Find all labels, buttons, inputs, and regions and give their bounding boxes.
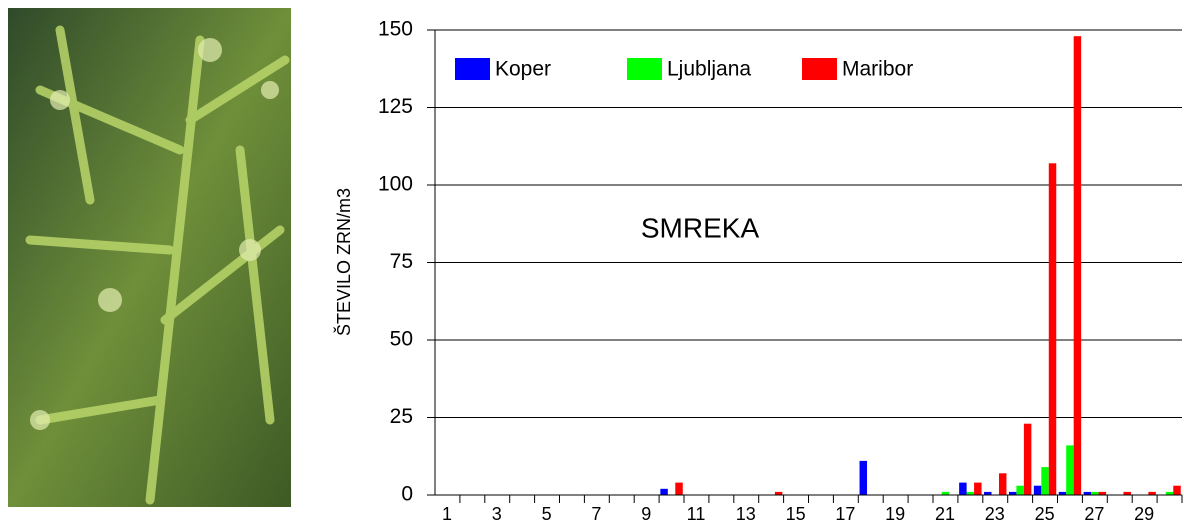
bar: [1041, 467, 1049, 495]
bar: [1123, 491, 1131, 495]
bar: [998, 473, 1007, 495]
bar: [1066, 445, 1074, 495]
bar: [959, 482, 967, 495]
bar: [1098, 491, 1107, 495]
x-tick-label: 21: [935, 504, 955, 524]
bar: [1165, 491, 1174, 495]
bar: [1033, 485, 1042, 495]
y-tick-label: 100: [378, 173, 413, 196]
bar: [1173, 485, 1181, 495]
x-tick-label: 1: [442, 504, 452, 524]
bar: [774, 491, 783, 495]
bar: [1048, 163, 1057, 496]
legend-swatch: [627, 58, 662, 80]
y-tick-label: 25: [390, 405, 413, 428]
x-tick-label: 27: [1084, 504, 1104, 524]
x-tick-label: 15: [786, 504, 806, 524]
x-tick-label: 23: [985, 504, 1005, 524]
x-tick-label: 19: [885, 504, 905, 524]
bar: [859, 460, 868, 495]
bar: [1083, 491, 1092, 495]
bar: [1091, 491, 1099, 495]
legend-swatch: [802, 58, 837, 80]
bar: [1023, 423, 1032, 495]
legend-swatch: [455, 58, 490, 80]
y-axis-label: ŠTEVILO ZRN/m3: [333, 188, 354, 336]
bar: [660, 488, 668, 495]
chart-title: SMREKA: [641, 212, 760, 243]
bar: [1073, 36, 1082, 495]
photo: [8, 8, 291, 507]
x-tick-label: 3: [492, 504, 502, 524]
bar: [1058, 491, 1067, 495]
legend-label: Ljubljana: [667, 58, 751, 81]
legend-label: Maribor: [842, 58, 913, 81]
y-tick-label: 0: [401, 483, 413, 506]
x-tick-label: 13: [736, 504, 756, 524]
y-tick-label: 150: [378, 18, 413, 41]
x-tick-label: 5: [542, 504, 552, 524]
x-tick-label: 7: [591, 504, 601, 524]
x-tick-label: 17: [835, 504, 855, 524]
bar: [1016, 485, 1024, 495]
bar: [675, 482, 683, 495]
bar: [1008, 491, 1017, 495]
x-tick-label: 11: [687, 504, 706, 524]
bar: [974, 482, 982, 495]
bar: [1148, 491, 1156, 495]
y-tick-label: 50: [390, 328, 413, 351]
y-tick-label: 125: [378, 95, 413, 118]
x-tick-label: 29: [1134, 504, 1154, 524]
bar: [941, 491, 950, 495]
y-tick-label: 75: [390, 250, 413, 273]
legend-label: Koper: [495, 58, 551, 81]
x-tick-label: 9: [641, 504, 651, 524]
bar: [984, 491, 992, 495]
x-tick-label: 25: [1035, 504, 1055, 524]
bar: [966, 491, 975, 495]
